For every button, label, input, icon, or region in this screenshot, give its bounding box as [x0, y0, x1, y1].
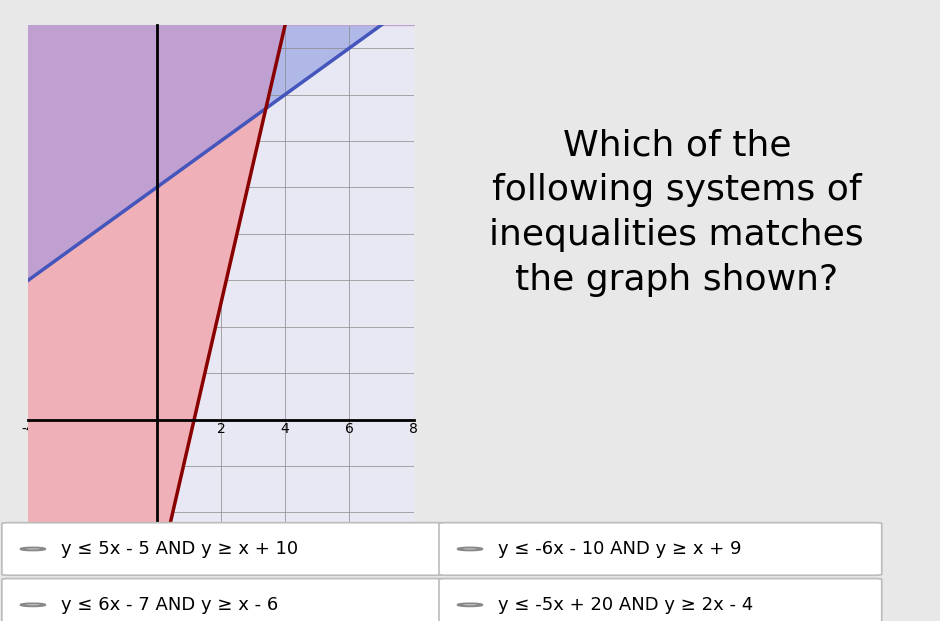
- Text: y ≤ -5x + 20 AND y ≥ 2x - 4: y ≤ -5x + 20 AND y ≥ 2x - 4: [498, 596, 754, 614]
- FancyBboxPatch shape: [2, 579, 445, 621]
- Circle shape: [458, 548, 482, 550]
- Text: y ≤ 6x - 7 AND y ≥ x - 6: y ≤ 6x - 7 AND y ≥ x - 6: [61, 596, 278, 614]
- Circle shape: [21, 604, 45, 606]
- Text: y ≤ 5x - 5 AND y ≥ x + 10: y ≤ 5x - 5 AND y ≥ x + 10: [61, 540, 298, 558]
- FancyBboxPatch shape: [439, 523, 882, 575]
- Circle shape: [21, 548, 45, 550]
- Circle shape: [458, 604, 482, 606]
- FancyBboxPatch shape: [2, 523, 445, 575]
- Text: y ≤ -6x - 10 AND y ≥ x + 9: y ≤ -6x - 10 AND y ≥ x + 9: [498, 540, 742, 558]
- Text: Which of the
following systems of
inequalities matches
the graph shown?: Which of the following systems of inequa…: [490, 129, 864, 297]
- FancyBboxPatch shape: [439, 579, 882, 621]
